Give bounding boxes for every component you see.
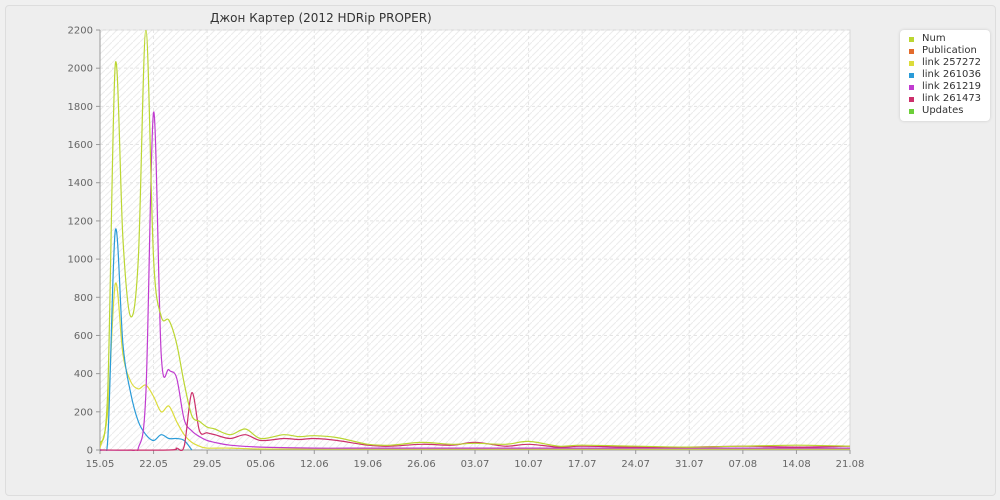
y-tick-label: 2000: [68, 64, 93, 75]
series-layer: [100, 30, 850, 451]
legend-item-num[interactable]: Num: [900, 33, 990, 45]
y-tick-label: 400: [74, 369, 93, 380]
legend-label: Updates: [922, 105, 964, 116]
x-tick-label: 31.07: [675, 459, 704, 470]
y-tick-label: 2200: [68, 26, 93, 37]
y-tick-label: 800: [74, 293, 93, 304]
y-tick-label: 200: [74, 407, 93, 418]
x-tick-label: 10.07: [514, 459, 543, 470]
series-line-link-257272: [100, 282, 850, 450]
series-line-link-261473: [100, 392, 850, 451]
x-tick-label: 17.07: [568, 459, 597, 470]
legend-swatch: [909, 48, 914, 54]
legend-label: link 261219: [922, 81, 982, 92]
y-tick-label: 1200: [68, 216, 93, 227]
x-tick-label: 29.05: [193, 459, 222, 470]
chart-title: Джон Картер (2012 HDRip PROPER): [210, 11, 432, 25]
legend-item-link-257272[interactable]: link 257272: [900, 57, 990, 69]
legend-label: Num: [922, 33, 946, 44]
y-tick-label: 0: [87, 446, 93, 457]
legend-item-publication[interactable]: Publication: [900, 45, 990, 57]
x-tick-label: 22.05: [139, 459, 168, 470]
y-tick-label: 1600: [68, 140, 93, 151]
x-tick-label: 19.06: [354, 459, 383, 470]
legend-swatch: [909, 36, 914, 42]
axes: 0 200 400 600 800 1000 1200 1400 1600 1800 2000 220…: [68, 26, 865, 471]
legend-label: Publication: [922, 45, 977, 56]
x-tick-label: 07.08: [729, 459, 758, 470]
x-tick-label: 15.05: [86, 459, 115, 470]
x-tick-label: 03.07: [461, 459, 490, 470]
x-tick-label: 24.07: [621, 459, 650, 470]
series-line-num: [100, 30, 850, 448]
x-tick-label: 14.08: [782, 459, 811, 470]
y-tick-label: 1400: [68, 178, 93, 189]
legend-item-link-261036[interactable]: link 261036: [900, 69, 990, 81]
legend-item-link-261219[interactable]: link 261219: [900, 81, 990, 93]
y-tick-label: 1800: [68, 102, 93, 113]
y-tick-label: 1000: [68, 255, 93, 266]
legend-label: link 257272: [922, 57, 982, 68]
legend-swatch: [909, 60, 914, 66]
legend-label: link 261036: [922, 69, 982, 80]
legend-item-updates[interactable]: Updates: [900, 105, 990, 117]
y-tick-label: 600: [74, 331, 93, 342]
legend-swatch: [909, 96, 914, 102]
legend-swatch: [909, 84, 914, 90]
legend-swatch: [909, 108, 914, 114]
grid-lines: [100, 29, 850, 450]
legend: Num Publication link 257272 link 261036 link…: [900, 30, 990, 121]
x-tick-label: 05.06: [246, 459, 275, 470]
legend-label: link 261473: [922, 93, 982, 104]
series-line-link-261219: [100, 111, 850, 451]
x-tick-label: 21.08: [836, 459, 865, 470]
legend-item-link-261473[interactable]: link 261473: [900, 93, 990, 105]
series-line-link-261036: [100, 228, 193, 451]
x-tick-label: 12.06: [300, 459, 329, 470]
legend-swatch: [909, 72, 914, 78]
x-tick-label: 26.06: [407, 459, 436, 470]
